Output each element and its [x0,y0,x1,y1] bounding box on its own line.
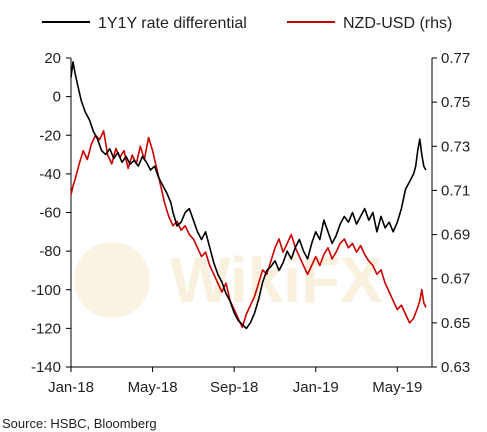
right-tick-label: 0.73 [441,138,470,155]
svg-text:WikiFX: WikiFX [170,244,383,316]
left-tick-label: -60 [39,205,61,222]
x-tick-label: Jan-18 [48,379,94,396]
x-tick-label: Sep-18 [210,379,258,396]
right-tick-label: 0.67 [441,271,470,288]
x-tick-label: Jan-19 [293,379,339,396]
left-tick-label: -40 [39,166,61,183]
watermark: WikiFX [74,242,383,318]
right-y-axis: 0.77 0.75 0.73 0.71 0.69 0.67 0.65 0.63 [432,50,470,376]
series-line-rate-diff [70,61,427,330]
x-axis: Jan-18 May-18 Sep-18 Jan-19 May-19 [48,367,422,396]
right-tick-label: 0.75 [441,94,470,111]
right-tick-label: 0.71 [441,182,470,199]
left-tick-label: -140 [31,359,61,376]
left-tick-label: -120 [31,320,61,337]
left-tick-label: 20 [44,50,61,67]
legend: 1Y1Y rate differential NZD-USD (rhs) [42,15,452,32]
left-tick-label: 0 [53,89,61,106]
legend-label-nzdusd: NZD-USD (rhs) [343,15,452,32]
left-tick-label: -100 [31,282,61,299]
source-note: Source: HSBC, Bloomberg [2,416,157,431]
legend-label-rate-diff: 1Y1Y rate differential [98,15,247,32]
right-tick-label: 0.69 [441,227,470,244]
series-line-nzdusd [70,130,427,329]
left-tick-label: -20 [39,127,61,144]
right-tick-label: 0.77 [441,50,470,67]
x-tick-label: May-18 [128,379,178,396]
x-tick-label: May-19 [372,379,422,396]
left-y-axis: 20 0 -20 -40 -60 -80 -100 -120 -140 [31,50,71,376]
series-layer [70,61,427,330]
right-tick-label: 0.65 [441,315,470,332]
right-tick-label: 0.63 [441,359,470,376]
left-tick-label: -80 [39,243,61,260]
